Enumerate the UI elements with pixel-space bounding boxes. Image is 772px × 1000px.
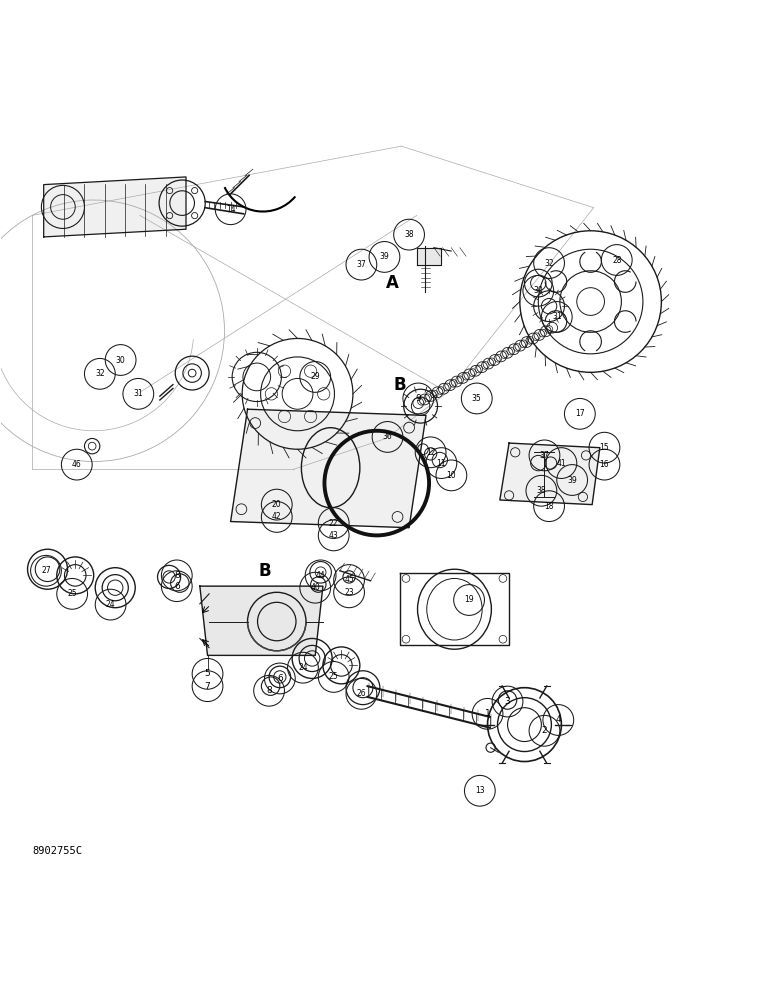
Text: 29: 29 [310, 372, 320, 381]
Text: 15: 15 [600, 443, 609, 452]
Text: 41: 41 [557, 459, 566, 468]
Text: 8: 8 [266, 686, 272, 695]
Text: 39: 39 [567, 476, 577, 485]
Text: 1: 1 [485, 709, 490, 718]
Text: 6: 6 [277, 674, 283, 683]
Text: 35: 35 [472, 394, 482, 403]
Text: 32: 32 [544, 259, 554, 268]
Text: 18: 18 [544, 502, 554, 511]
Text: 27: 27 [41, 566, 51, 575]
Text: 36: 36 [383, 432, 392, 441]
Text: 10: 10 [446, 471, 456, 480]
Text: 32: 32 [95, 369, 105, 378]
Polygon shape [44, 177, 186, 237]
Text: 11: 11 [437, 459, 446, 468]
Text: 7: 7 [205, 682, 211, 691]
Text: 43: 43 [329, 531, 339, 540]
Text: 3: 3 [505, 697, 510, 706]
Polygon shape [499, 443, 600, 505]
Text: 38: 38 [537, 486, 547, 495]
Text: 30: 30 [116, 356, 126, 365]
Text: 13: 13 [475, 786, 485, 795]
Polygon shape [417, 248, 442, 265]
Polygon shape [231, 409, 426, 528]
Text: 42: 42 [272, 512, 282, 521]
Text: 17: 17 [575, 409, 584, 418]
Text: 2: 2 [542, 726, 547, 735]
Text: 22: 22 [329, 519, 338, 528]
Text: 45: 45 [344, 575, 354, 584]
Text: B: B [258, 562, 271, 580]
Text: 12: 12 [426, 448, 435, 457]
Text: A: A [386, 274, 398, 292]
Text: 30: 30 [533, 286, 543, 295]
Text: 24: 24 [106, 600, 116, 609]
Text: 24: 24 [298, 663, 308, 672]
Text: 8902755C: 8902755C [32, 846, 82, 856]
Text: 26: 26 [357, 689, 366, 698]
Text: 28: 28 [612, 256, 621, 265]
Text: 20: 20 [272, 500, 282, 509]
Text: 14: 14 [225, 205, 235, 214]
Text: 6: 6 [174, 582, 180, 591]
Text: 37: 37 [357, 260, 366, 269]
Text: 19: 19 [464, 595, 474, 604]
Text: 5: 5 [205, 669, 211, 678]
Text: 46: 46 [72, 460, 82, 469]
Text: 39: 39 [380, 252, 389, 261]
Text: 38: 38 [405, 230, 414, 239]
Text: 25: 25 [67, 589, 77, 598]
Text: 23: 23 [344, 588, 354, 597]
Text: 4: 4 [556, 715, 561, 724]
Text: 37: 37 [540, 451, 550, 460]
Text: 16: 16 [600, 460, 609, 469]
Text: 25: 25 [329, 672, 338, 681]
Text: 8: 8 [174, 571, 180, 580]
Text: 44: 44 [316, 571, 326, 580]
Text: 40: 40 [310, 583, 320, 592]
Text: 9: 9 [415, 394, 422, 403]
Text: 31: 31 [134, 389, 143, 398]
Text: 31: 31 [552, 312, 561, 321]
Polygon shape [200, 586, 323, 655]
Text: B: B [394, 376, 406, 394]
